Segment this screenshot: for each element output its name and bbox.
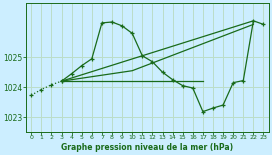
X-axis label: Graphe pression niveau de la mer (hPa): Graphe pression niveau de la mer (hPa) <box>61 143 233 152</box>
